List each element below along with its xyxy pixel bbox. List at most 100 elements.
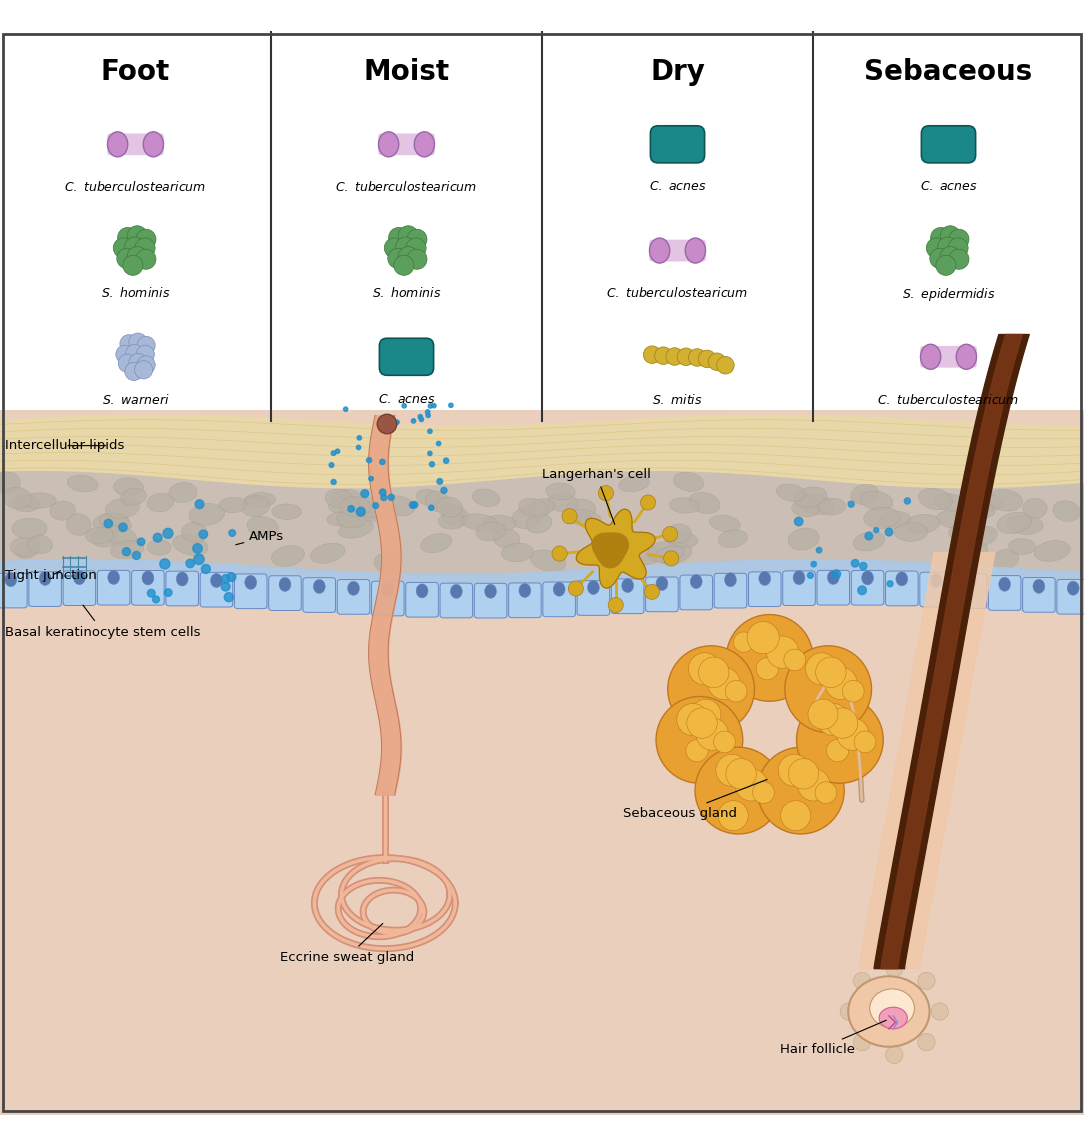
Circle shape: [766, 635, 799, 669]
FancyBboxPatch shape: [166, 571, 198, 606]
Circle shape: [797, 696, 883, 783]
Ellipse shape: [502, 543, 533, 562]
Circle shape: [568, 581, 583, 597]
Circle shape: [713, 731, 735, 752]
Circle shape: [186, 559, 194, 568]
Circle shape: [428, 429, 433, 434]
Circle shape: [686, 740, 708, 761]
Circle shape: [778, 755, 811, 787]
Ellipse shape: [105, 498, 140, 519]
Circle shape: [662, 527, 678, 542]
Ellipse shape: [339, 497, 371, 516]
Circle shape: [656, 696, 743, 783]
Text: $\it{S.\ hominis}$: $\it{S.\ hominis}$: [101, 286, 170, 300]
Ellipse shape: [546, 493, 578, 512]
Ellipse shape: [15, 542, 39, 559]
Circle shape: [136, 229, 156, 250]
Circle shape: [691, 700, 721, 729]
Text: $\it{S.\ mitis}$: $\it{S.\ mitis}$: [653, 393, 702, 406]
FancyBboxPatch shape: [954, 574, 986, 608]
FancyBboxPatch shape: [920, 572, 953, 607]
Polygon shape: [0, 560, 1084, 617]
Circle shape: [698, 350, 715, 368]
Ellipse shape: [331, 489, 362, 507]
FancyBboxPatch shape: [98, 570, 130, 605]
FancyBboxPatch shape: [201, 572, 233, 607]
Circle shape: [129, 354, 147, 372]
Ellipse shape: [10, 537, 40, 556]
Ellipse shape: [669, 498, 699, 513]
Ellipse shape: [619, 476, 649, 491]
Circle shape: [948, 250, 969, 269]
Circle shape: [676, 703, 709, 736]
Ellipse shape: [39, 571, 51, 585]
Circle shape: [229, 530, 235, 536]
Ellipse shape: [920, 345, 941, 370]
Ellipse shape: [956, 345, 977, 370]
Ellipse shape: [528, 498, 555, 515]
Circle shape: [431, 403, 436, 408]
Circle shape: [129, 333, 147, 352]
Circle shape: [752, 782, 774, 804]
Circle shape: [735, 768, 767, 802]
Ellipse shape: [90, 529, 118, 547]
Circle shape: [410, 502, 416, 508]
Text: Sebaceous gland: Sebaceous gland: [623, 780, 767, 820]
Circle shape: [688, 349, 706, 366]
Circle shape: [420, 417, 424, 421]
Ellipse shape: [172, 535, 208, 555]
Ellipse shape: [210, 574, 222, 587]
Circle shape: [668, 646, 754, 733]
Ellipse shape: [853, 531, 885, 551]
Text: $\it{C.\ acnes}$: $\it{C.\ acnes}$: [377, 393, 436, 405]
Ellipse shape: [954, 544, 978, 561]
Circle shape: [137, 346, 154, 363]
Circle shape: [221, 582, 230, 591]
Circle shape: [379, 489, 386, 496]
Circle shape: [126, 345, 144, 363]
Circle shape: [719, 800, 748, 830]
Ellipse shape: [724, 572, 736, 587]
Circle shape: [815, 657, 846, 688]
Circle shape: [331, 480, 336, 484]
Ellipse shape: [788, 528, 820, 550]
Ellipse shape: [86, 527, 113, 544]
Circle shape: [780, 800, 811, 830]
Circle shape: [886, 960, 903, 977]
Circle shape: [931, 228, 951, 247]
Circle shape: [655, 347, 672, 364]
Circle shape: [798, 768, 830, 802]
Text: $\it{S.\ epidermidis}$: $\it{S.\ epidermidis}$: [902, 286, 995, 303]
Circle shape: [361, 490, 369, 498]
Circle shape: [147, 590, 155, 597]
Circle shape: [837, 718, 869, 750]
Ellipse shape: [414, 132, 435, 157]
Ellipse shape: [337, 511, 366, 528]
Ellipse shape: [416, 584, 428, 598]
Circle shape: [687, 708, 718, 739]
Circle shape: [904, 498, 911, 504]
Circle shape: [747, 622, 779, 654]
Ellipse shape: [120, 488, 146, 505]
Circle shape: [122, 547, 130, 555]
Ellipse shape: [111, 540, 144, 559]
Ellipse shape: [358, 497, 388, 518]
Ellipse shape: [104, 526, 137, 546]
Circle shape: [127, 246, 147, 267]
Ellipse shape: [668, 524, 692, 543]
Circle shape: [137, 356, 155, 374]
Ellipse shape: [546, 483, 576, 500]
Circle shape: [136, 238, 155, 258]
Circle shape: [641, 495, 656, 510]
Circle shape: [940, 226, 960, 246]
Ellipse shape: [50, 502, 76, 520]
Ellipse shape: [818, 498, 846, 515]
Ellipse shape: [793, 487, 827, 507]
Circle shape: [153, 597, 159, 603]
Circle shape: [335, 449, 339, 453]
Ellipse shape: [566, 510, 601, 527]
Polygon shape: [0, 472, 1084, 575]
Circle shape: [199, 530, 207, 538]
Text: $\it{S.\ warneri}$: $\it{S.\ warneri}$: [102, 393, 169, 406]
Ellipse shape: [918, 489, 953, 510]
